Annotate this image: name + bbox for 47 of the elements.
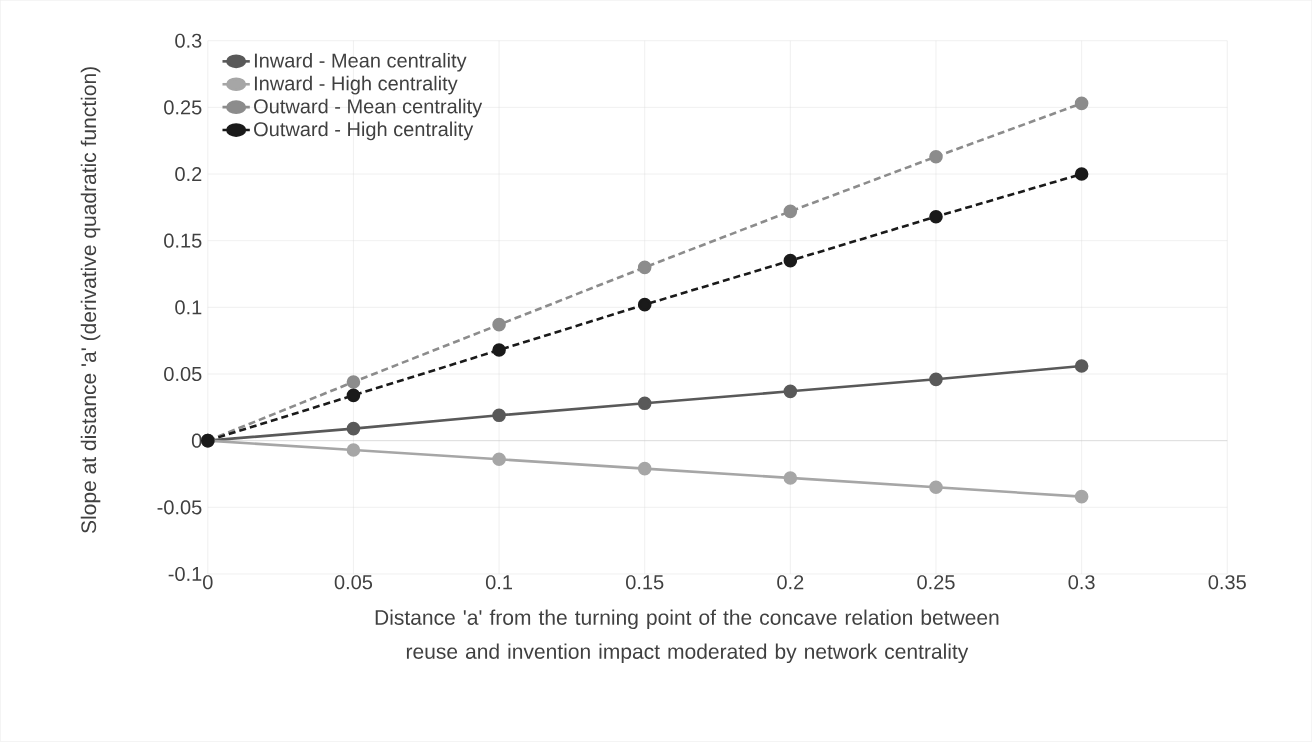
y-tick-label: -0.1 — [168, 567, 202, 582]
point — [346, 375, 361, 389]
point — [346, 388, 361, 403]
x-tick-label: 0.15 — [626, 575, 664, 590]
y-axis-title: Slope at distance 'a' (derivative quadratic function) — [80, 67, 101, 534]
point — [929, 210, 943, 224]
x-tick-label: 0.1 — [485, 575, 512, 590]
y-tick-label: 0.1 — [175, 300, 202, 315]
y-tick-label: 0.15 — [164, 233, 202, 248]
x-axis-title: Distance 'a' from the turning point of the concave relation between reuse and invention impact moderated by network centrality — [375, 609, 999, 664]
legend-label: Inward - Mean centrality — [254, 53, 467, 72]
y-tick-label: 0.25 — [164, 100, 202, 115]
y-tick-label: 0.3 — [175, 33, 202, 48]
point — [346, 421, 361, 436]
point — [1074, 167, 1089, 181]
x-tick-label: 0.2 — [777, 575, 804, 590]
x-tick-label: 0.3 — [1068, 575, 1095, 590]
point — [783, 254, 798, 268]
point — [492, 408, 506, 423]
point — [492, 452, 506, 467]
point — [637, 396, 652, 411]
legend-label: Inward - High centrality — [254, 75, 458, 95]
legend-label: Outward - High centrality — [254, 121, 474, 141]
x-tick-label: 0.25 — [917, 575, 955, 590]
point — [637, 297, 652, 312]
y-tick-label: 0.05 — [164, 367, 202, 382]
point — [783, 471, 798, 485]
point — [783, 384, 798, 399]
point — [1074, 96, 1089, 111]
point — [929, 150, 943, 164]
point — [492, 343, 506, 357]
y-tick-label: -0.05 — [157, 500, 202, 515]
point — [637, 461, 652, 476]
legend-label: Outward - Mean centrality — [254, 98, 483, 118]
point — [346, 443, 361, 457]
y-tick-label: 0 — [191, 433, 202, 448]
point — [929, 372, 943, 387]
point — [1074, 489, 1089, 504]
x-tick-label: 0.35 — [1208, 575, 1246, 590]
point — [637, 260, 652, 275]
point — [929, 480, 943, 495]
y-tick-label: 0.2 — [175, 167, 202, 182]
x-tick-label: 0.05 — [334, 575, 373, 590]
point — [1074, 359, 1089, 373]
x-tick-label: 0 — [203, 575, 213, 590]
point — [492, 317, 506, 332]
point — [783, 204, 798, 219]
